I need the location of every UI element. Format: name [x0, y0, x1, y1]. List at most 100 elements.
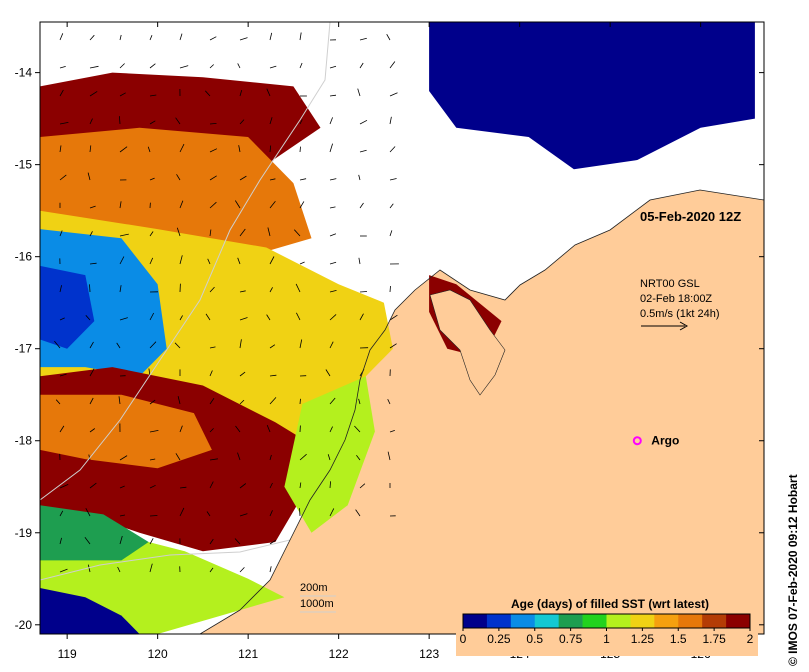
current-vector [359, 37, 367, 41]
y-tick-label: -18 [15, 434, 33, 448]
current-vector [149, 231, 154, 237]
current-vector [387, 399, 391, 405]
current-vector [149, 120, 156, 125]
current-vector [206, 511, 211, 517]
current-vector [149, 63, 156, 69]
current-vector [59, 285, 62, 293]
argo-label: Argo [651, 434, 679, 448]
current-vector [89, 341, 94, 349]
current-vector [239, 567, 245, 573]
current-vector [269, 374, 277, 377]
current-vector [59, 174, 67, 181]
y-tick-label: -14 [15, 66, 33, 80]
colorbar-segment [678, 614, 703, 628]
current-vector [269, 65, 277, 69]
current-vector [59, 89, 64, 97]
colorbar-tick-label: 1.25 [631, 632, 655, 646]
current-vector [209, 286, 215, 293]
current-vector [389, 314, 398, 321]
current-vector [329, 341, 334, 349]
current-vector [89, 482, 97, 489]
current-vector [119, 92, 126, 97]
current-vector [239, 371, 246, 377]
peninsula-outline [429, 289, 506, 396]
colorbar-tick-label: 0.75 [559, 632, 583, 646]
current-vector [149, 94, 157, 97]
current-vector [119, 146, 128, 153]
current-vector [179, 33, 183, 41]
colorbar-tick-label: 1 [603, 632, 610, 646]
current-vector [329, 426, 333, 433]
current-vector [179, 200, 184, 209]
x-tick-label: 121 [238, 647, 258, 661]
current-vector [267, 227, 271, 237]
current-vector [355, 509, 361, 517]
current-vector [329, 206, 336, 209]
current-vector [269, 482, 273, 489]
current-vector [205, 313, 211, 321]
current-vector [269, 397, 277, 405]
current-vector [59, 122, 69, 125]
current-vector [149, 430, 159, 433]
current-vector [239, 290, 246, 293]
current-vector [179, 65, 189, 69]
current-vector [358, 257, 361, 265]
current-vector [389, 116, 392, 125]
current-vector [239, 399, 245, 405]
colorbar-segment [654, 614, 679, 628]
current-vector [209, 201, 217, 209]
y-tick-label: -19 [15, 526, 33, 540]
current-vector [329, 94, 337, 97]
current-vector [389, 146, 396, 153]
x-tick-label: 122 [329, 647, 349, 661]
current-vector [59, 66, 66, 69]
current-vector [354, 425, 361, 433]
current-vector [329, 233, 337, 237]
colorbar-segment [534, 614, 559, 628]
current-vector [358, 174, 361, 181]
current-vector [239, 228, 246, 237]
current-vector [119, 34, 122, 41]
current-vector [59, 230, 63, 237]
current-vector [149, 341, 157, 349]
x-tick-label: 120 [148, 647, 168, 661]
current-vector [239, 513, 248, 517]
current-vector [179, 507, 185, 517]
current-vector [359, 483, 366, 489]
current-vector [59, 510, 64, 517]
current-vector [88, 454, 91, 461]
region-west-mid-blue [40, 265, 95, 349]
current-vector [389, 285, 391, 293]
current-vector [119, 535, 123, 545]
x-tick-label: 119 [58, 647, 77, 661]
current-legend-arrowhead-icon [679, 321, 689, 331]
colorbar-tick-label: 0 [460, 632, 467, 646]
current-vector [147, 146, 151, 153]
y-axis: -14 -15 -16 -17 -18 -19 -20 [15, 66, 764, 632]
current-vector [85, 315, 91, 321]
current-vector [176, 227, 181, 237]
current-vector [89, 231, 93, 237]
current-vector [389, 230, 393, 237]
colorbar-tick-label: 0.25 [487, 632, 511, 646]
current-vector [269, 539, 277, 545]
colorbar-tick-label: 2 [747, 632, 754, 646]
land-mass [200, 190, 764, 634]
current-vector [209, 175, 217, 181]
current-vector [119, 256, 125, 265]
current-vector [89, 34, 95, 41]
current-vector [209, 370, 213, 377]
isobath-200m-line [40, 22, 331, 501]
coastline [199, 189, 764, 634]
current-vector [389, 203, 394, 209]
current-vector [209, 397, 215, 405]
current-vector [59, 537, 62, 545]
current-vector [329, 65, 337, 69]
current-legend-line-2: 02-Feb 18:00Z [640, 293, 712, 305]
current-vector [329, 290, 337, 293]
current-vector [149, 484, 156, 489]
current-vector [329, 508, 335, 517]
current-legend-line-3: 0.5m/s (1kt 24h) [640, 308, 719, 320]
current-vector [59, 484, 69, 489]
isobath-label-200m: 200m [300, 582, 328, 594]
